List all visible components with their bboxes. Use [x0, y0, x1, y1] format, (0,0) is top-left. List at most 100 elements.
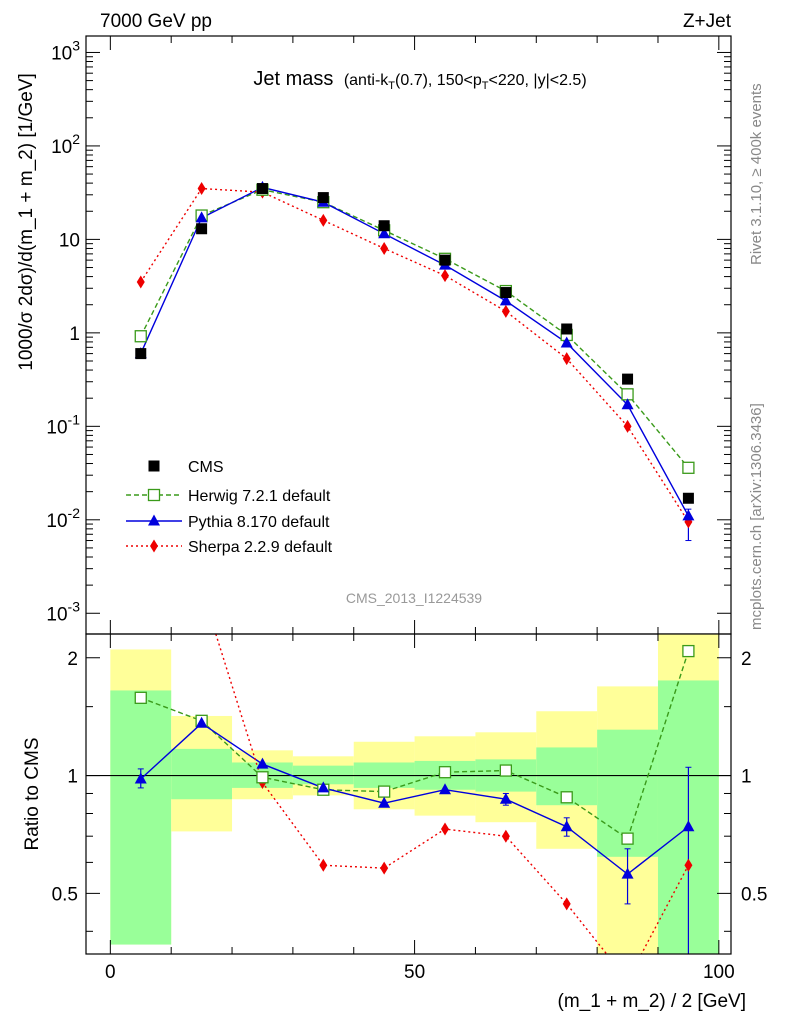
ratio-band-inner — [110, 690, 172, 945]
ratio-y-tick-label: 1 — [67, 767, 78, 788]
ratio-point-herwig — [256, 771, 269, 784]
header-right: Z+Jet — [683, 11, 732, 32]
legend-label-sherpa: Sherpa 2.2.9 default — [188, 539, 333, 556]
main-y-axis-label: 1000/σ 2dσ)/d(m_1 + m_2) [1/GeV] — [16, 73, 37, 371]
series-line-herwig — [140, 188, 689, 469]
title-sub-t2: T — [482, 80, 489, 92]
ratio-panel: Ratio to CMS 0.5 0.5 1 1 2 2 0 50 100 (m_1 + m_… — [22, 633, 767, 1012]
ratio-point-herwig — [438, 766, 452, 779]
title-detail-3: <220, |y|<2.5) — [488, 72, 586, 89]
main-panel: Jet mass (anti-kT(0.7), 150<pT<220, |y|<… — [16, 35, 732, 635]
ratio-marks — [86, 634, 731, 954]
ratio-y-axis-label: Ratio to CMS — [22, 738, 43, 851]
point-sherpa — [380, 241, 389, 255]
point-cms — [682, 492, 694, 504]
point-cms — [256, 183, 268, 195]
ratio-point-herwig — [134, 691, 147, 704]
point-cms — [622, 373, 634, 385]
point-sherpa — [562, 352, 571, 366]
point-cms — [439, 254, 451, 266]
legend-marker-sherpa — [150, 539, 158, 553]
main-y-tick-label: 10-3 — [46, 598, 80, 625]
ratio-line-herwig — [140, 650, 690, 840]
point-cms — [500, 287, 512, 299]
point-sherpa — [441, 269, 450, 283]
legend-marker-herwig — [147, 488, 161, 502]
x-axis-label: (m_1 + m_2) / 2 [GeV] — [558, 991, 747, 1012]
legend-label-herwig: Herwig 7.2.1 default — [188, 488, 331, 505]
ratio-point-herwig — [621, 832, 634, 845]
ratio-bands — [110, 634, 719, 954]
point-sherpa — [197, 182, 206, 196]
ratio-x-tick-label: 0 — [105, 962, 116, 983]
ratio-point-pythia — [439, 783, 452, 795]
legend-marker-cms — [148, 460, 160, 472]
point-pythia — [195, 211, 208, 223]
series-line-sherpa — [140, 187, 689, 523]
ratio-point-pythia — [621, 867, 634, 879]
analysis-label: CMS_2013_I1224539 — [346, 590, 482, 606]
main-y-tick-label: 10-1 — [46, 411, 80, 438]
main-y-ticks: 10-3 10-2 10-1 1 10 102 103 — [46, 36, 731, 634]
point-cms — [196, 223, 208, 235]
ratio-band-inner — [171, 748, 233, 800]
ratio-point-pythia — [682, 820, 695, 832]
ratio-y-tick-label: 2 — [67, 649, 78, 670]
title-main: Jet mass — [253, 68, 333, 90]
ratio-point-pythia — [195, 716, 208, 728]
ratio-line-pythia — [140, 722, 689, 876]
ratio-point-herwig — [560, 791, 573, 804]
ratio-point-sherpa — [562, 897, 571, 911]
ratio-point-sherpa — [319, 858, 328, 872]
plot-title: Jet mass (anti-kT(0.7), 150<pT<220, |y|<… — [253, 68, 586, 92]
point-pythia — [682, 509, 695, 521]
point-cms — [317, 192, 329, 204]
title-detail: (anti-k — [344, 72, 389, 89]
main-y-tick-label: 103 — [51, 37, 80, 64]
point-cms — [561, 323, 573, 335]
point-pythia — [378, 227, 391, 239]
title-sub-t1: T — [388, 80, 395, 92]
point-pythia — [499, 294, 512, 306]
point-pythia — [621, 398, 634, 410]
ratio-x-ticks: 0 50 100 — [105, 634, 735, 983]
ratio-frame — [85, 633, 732, 955]
main-y-tick-label: 1 — [69, 324, 80, 345]
main-y-tick-label: 10 — [59, 230, 80, 251]
legend-label-pythia: Pythia 8.170 default — [188, 514, 330, 531]
ratio-y-tick-label-right: 0.5 — [741, 884, 767, 905]
ratio-x-tick-label: 50 — [404, 962, 425, 983]
point-pythia — [560, 336, 573, 348]
ratio-point-pythia — [134, 772, 147, 784]
ratio-point-herwig — [682, 644, 695, 658]
ratio-y-ticks: 0.5 0.5 1 1 2 2 — [52, 649, 767, 932]
series-line-pythia — [140, 186, 690, 517]
mcplots-label: mcplots.cern.ch [arXiv:1306.3436] — [748, 403, 765, 630]
ratio-point-pythia — [256, 757, 269, 769]
ratio-point-sherpa — [684, 858, 693, 872]
ratio-point-sherpa — [380, 861, 389, 875]
point-cms — [135, 348, 147, 360]
point-sherpa — [319, 213, 328, 227]
ratio-line-sherpa — [215, 634, 690, 954]
legend: CMS Herwig 7.2.1 default Pythia 8.170 defa… — [126, 459, 333, 556]
ratio-y-tick-label: 0.5 — [52, 884, 78, 905]
ratio-point-herwig — [378, 785, 391, 798]
ratio-clipped-marks — [134, 634, 695, 954]
point-sherpa — [501, 304, 510, 318]
header-left: 7000 GeV pp — [100, 11, 212, 32]
main-y-tick-label: 10-2 — [46, 505, 80, 532]
main-marks — [134, 180, 695, 542]
ratio-x-tick-label: 100 — [703, 962, 735, 983]
ratio-point-sherpa — [501, 829, 510, 843]
main-y-tick-label: 102 — [51, 131, 80, 158]
point-herwig — [134, 330, 147, 343]
ratio-point-pythia — [317, 781, 330, 793]
main-frame — [85, 35, 732, 635]
point-sherpa — [136, 275, 145, 289]
ratio-point-sherpa — [441, 822, 450, 836]
side-annotations: Rivet 3.1.10, ≥ 400k events mcplots.cern… — [748, 83, 765, 630]
point-cms — [378, 220, 390, 232]
point-sherpa — [623, 419, 632, 433]
